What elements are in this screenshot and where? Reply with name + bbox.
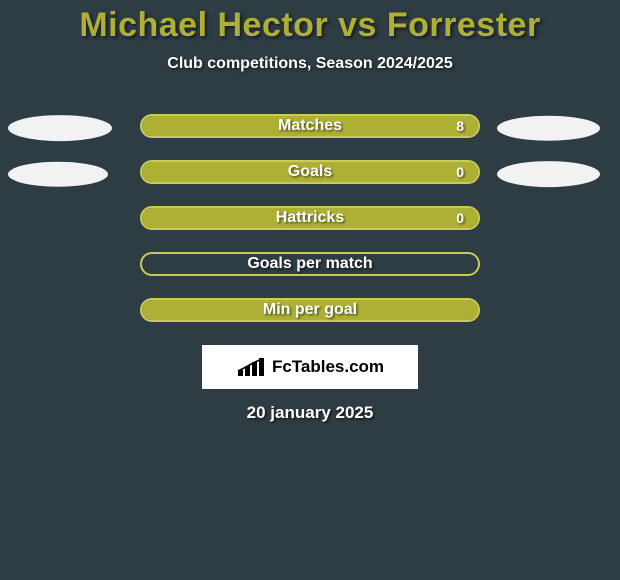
player-ellipse-left <box>8 115 112 141</box>
date-text: 20 january 2025 <box>0 403 620 423</box>
stat-value-right: 0 <box>456 162 464 182</box>
watermark-badge: FcTables.com <box>202 345 418 389</box>
stat-label: Matches <box>142 116 478 136</box>
player-ellipse-right <box>497 161 600 187</box>
bars-icon <box>236 356 266 378</box>
stat-bar: Hattricks0 <box>140 206 480 230</box>
stat-rows: Matches8Goals0Hattricks0Goals per matchM… <box>0 109 620 339</box>
stat-row: Min per goal <box>0 293 620 339</box>
infographic-root: Michael Hector vs Forrester Club competi… <box>0 0 620 580</box>
stat-bar: Matches8 <box>140 114 480 138</box>
stat-label: Goals <box>142 162 478 182</box>
stat-label: Min per goal <box>142 300 478 320</box>
stat-row: Matches8 <box>0 109 620 155</box>
stat-bar: Goals0 <box>140 160 480 184</box>
stat-label: Goals per match <box>142 254 478 274</box>
page-subtitle: Club competitions, Season 2024/2025 <box>0 55 620 73</box>
player-ellipse-right <box>497 116 600 141</box>
player-ellipse-left <box>8 162 108 187</box>
stat-row: Goals0 <box>0 155 620 201</box>
page-title: Michael Hector vs Forrester <box>0 6 620 45</box>
stat-label: Hattricks <box>142 208 478 228</box>
stat-row: Goals per match <box>0 247 620 293</box>
stat-bar: Goals per match <box>140 252 480 276</box>
stat-row: Hattricks0 <box>0 201 620 247</box>
stat-value-right: 0 <box>456 208 464 228</box>
watermark-text: FcTables.com <box>272 357 384 377</box>
stat-bar: Min per goal <box>140 298 480 322</box>
stat-value-right: 8 <box>456 116 464 136</box>
